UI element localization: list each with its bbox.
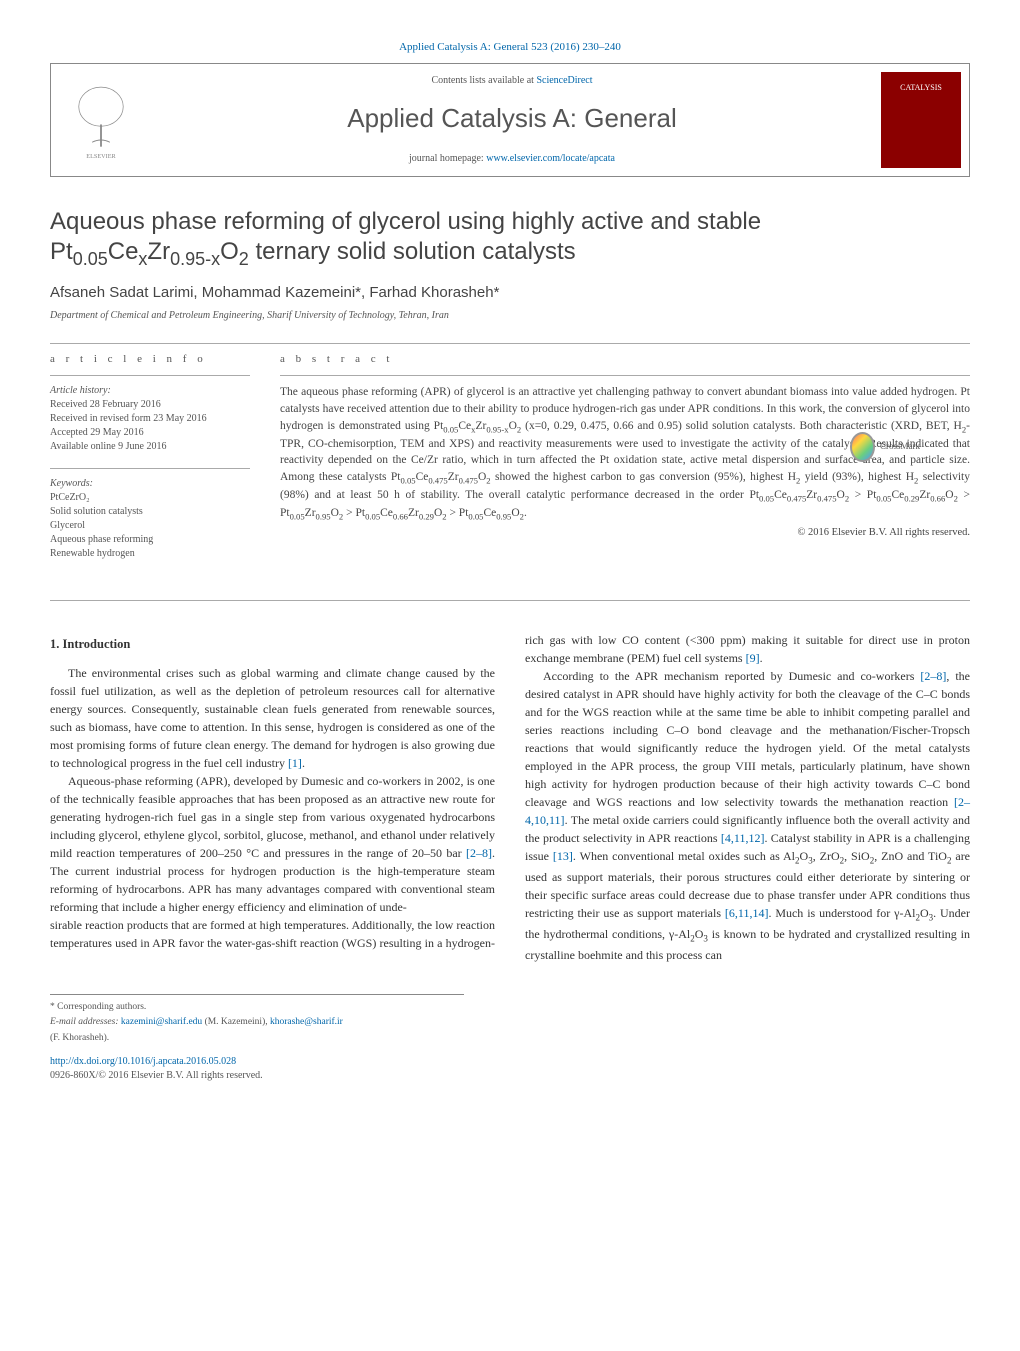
email-link-1[interactable]: kazemini@sharif.edu: [121, 1017, 202, 1027]
body-paragraph: According to the APR mechanism reported …: [525, 667, 970, 964]
email-line: E-mail addresses: kazemini@sharif.edu (M…: [50, 1016, 464, 1029]
contents-prefix: Contents lists available at: [431, 75, 536, 86]
affiliation: Department of Chemical and Petroleum Eng…: [50, 309, 970, 323]
email-name-2: (F. Khorasheh).: [50, 1032, 464, 1045]
crossmark-label: CrossMark: [880, 440, 920, 453]
keywords-block: Keywords: PtCeZrO₂ Solid solution cataly…: [50, 477, 250, 561]
body-paragraph: The environmental crises such as global …: [50, 664, 495, 772]
article-title: Aqueous phase reforming of glycerol usin…: [50, 207, 970, 270]
email-label: E-mail addresses:: [50, 1017, 121, 1027]
doi-line: http://dx.doi.org/10.1016/j.apcata.2016.…: [50, 1055, 464, 1069]
keywords-label: Keywords:: [50, 477, 250, 491]
issn-copyright: 0926-860X/© 2016 Elsevier B.V. All right…: [50, 1069, 464, 1083]
homepage-prefix: journal homepage:: [409, 153, 486, 164]
abstract-copyright: © 2016 Elsevier B.V. All rights reserved…: [280, 526, 970, 541]
journal-reference: Applied Catalysis A: General 523 (2016) …: [50, 40, 970, 55]
journal-cover-thumbnail: CATALYSIS: [881, 72, 961, 167]
divider: [280, 375, 970, 376]
email-name-1: (M. Kazemeini),: [202, 1017, 270, 1027]
keyword: Aqueous phase reforming: [50, 533, 250, 547]
doi-link[interactable]: http://dx.doi.org/10.1016/j.apcata.2016.…: [50, 1056, 236, 1067]
homepage-link[interactable]: www.elsevier.com/locate/apcata: [486, 153, 615, 164]
footer-block: * Corresponding authors. E-mail addresse…: [50, 994, 464, 1083]
svg-text:ELSEVIER: ELSEVIER: [86, 153, 116, 160]
header-center: Contents lists available at ScienceDirec…: [151, 64, 873, 175]
abstract-heading: a b s t r a c t: [280, 352, 970, 367]
email-link-2[interactable]: khorashe@sharif.ir: [270, 1017, 343, 1027]
journal-header: ELSEVIER Contents lists available at Sci…: [50, 63, 970, 176]
article-history: Article history: Received 28 February 20…: [50, 384, 250, 454]
journal-title: Applied Catalysis A: General: [151, 100, 873, 136]
keyword: PtCeZrO₂: [50, 491, 250, 505]
divider: [50, 468, 250, 469]
online-date: Available online 9 June 2016: [50, 440, 250, 454]
crossmark-icon: [850, 432, 875, 462]
elsevier-tree-icon: ELSEVIER: [66, 80, 136, 160]
received-date: Received 28 February 2016: [50, 398, 250, 412]
cover-label: CATALYSIS: [900, 82, 942, 93]
elsevier-logo: ELSEVIER: [51, 64, 151, 175]
history-label: Article history:: [50, 384, 250, 398]
article-info-column: a r t i c l e i n f o Article history: R…: [50, 352, 250, 575]
accepted-date: Accepted 29 May 2016: [50, 426, 250, 440]
divider: [50, 343, 970, 344]
body-text: 1. Introduction The environmental crises…: [50, 631, 970, 964]
corresponding-authors-note: * Corresponding authors.: [50, 1001, 464, 1014]
keyword: Glycerol: [50, 519, 250, 533]
section-1-heading: 1. Introduction: [50, 635, 495, 654]
authors-line: Afsaneh Sadat Larimi, Mohammad Kazemeini…: [50, 282, 970, 303]
keyword: Renewable hydrogen: [50, 547, 250, 561]
keyword: Solid solution catalysts: [50, 505, 250, 519]
body-paragraph: Aqueous-phase reforming (APR), developed…: [50, 772, 495, 916]
contents-available-line: Contents lists available at ScienceDirec…: [151, 74, 873, 88]
article-info-heading: a r t i c l e i n f o: [50, 352, 250, 367]
sciencedirect-link[interactable]: ScienceDirect: [536, 75, 592, 86]
divider: [50, 375, 250, 376]
divider: [50, 600, 970, 601]
revised-date: Received in revised form 23 May 2016: [50, 412, 250, 426]
crossmark-badge[interactable]: CrossMark: [850, 427, 920, 467]
journal-homepage-line: journal homepage: www.elsevier.com/locat…: [151, 152, 873, 166]
